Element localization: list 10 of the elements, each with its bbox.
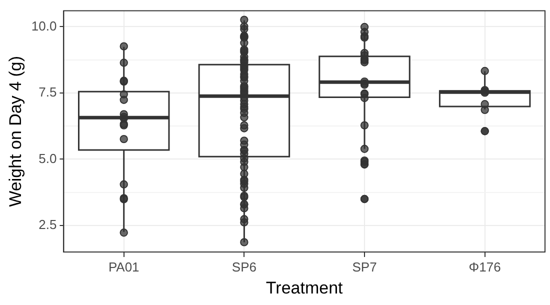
y-axis-title: Weight on Day 4 (g) <box>6 56 25 207</box>
y-tick-label: 2.5 <box>38 217 57 232</box>
x-tick-label: SP7 <box>352 259 377 274</box>
x-tick-label: PA01 <box>108 259 140 274</box>
y-tick-label: 10.0 <box>31 18 57 34</box>
y-tick-label: 5.0 <box>38 150 57 166</box>
y-tick-label: 7.5 <box>38 84 57 100</box>
x-tick-label: SP6 <box>232 259 256 274</box>
x-axis-title: Treatment <box>266 278 344 298</box>
x-tick-label: Φ176 <box>468 259 501 274</box>
